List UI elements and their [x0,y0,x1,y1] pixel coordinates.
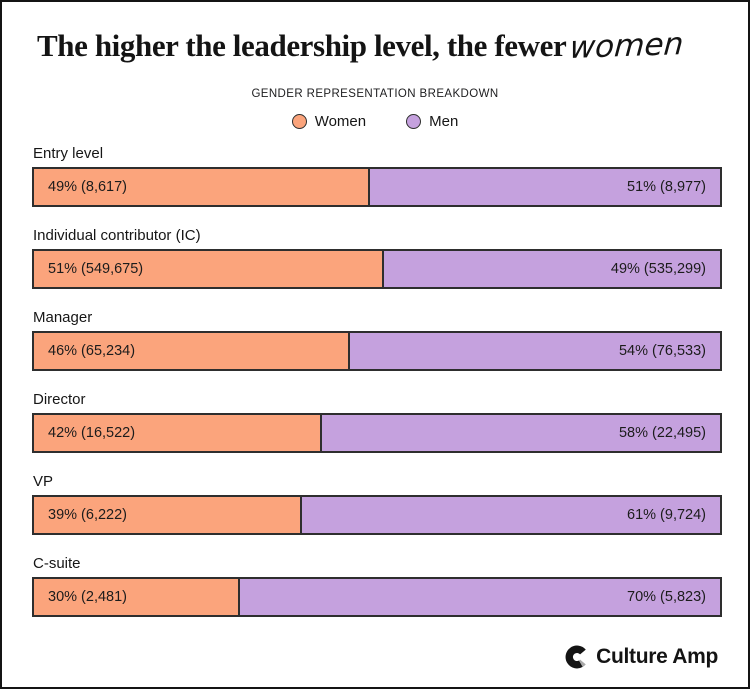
bar-segment-women: 46% (65,234) [34,333,350,369]
bar-segment-men: 61% (9,724) [301,497,720,533]
bar-value-label-men: 54% (76,533) [618,343,706,359]
row-category-label: Individual contributor (IC) [33,227,201,244]
women-swatch-icon [291,114,307,129]
legend-label-men: Men [429,113,459,130]
bar-segment-women: 42% (16,522) [34,415,323,451]
bar-segment-women: 39% (6,222) [34,497,302,533]
bar-value-label-women: 30% (2,481) [48,589,127,605]
stacked-bar: 42% (16,522) 58% (22,495) [32,413,722,453]
chart-title-main: The higher the leadership level, the few… [37,28,567,63]
stacked-bar: 51% (549,675) 49% (535,299) [32,249,722,289]
chart-row: VP 39% (6,222) 61% (9,724) [32,473,722,535]
bar-value-label-men: 58% (22,495) [618,425,706,441]
bar-value-label-women: 49% (8,617) [48,179,127,195]
bar-value-label-women: 51% (549,675) [48,261,144,277]
bar-value-label-men: 70% (5,823) [627,589,706,605]
stacked-bar: 46% (65,234) 54% (76,533) [32,331,722,371]
chart-row: Manager 46% (65,234) 54% (76,533) [32,309,722,371]
chart-rows: Entry level 49% (8,617) 51% (8,977) Individ… [32,145,722,617]
chart-row: Individual contributor (IC) 51% (549,675)… [32,227,722,289]
men-swatch-icon [406,114,422,129]
bar-value-label-men: 61% (9,724) [627,507,706,523]
stacked-bar: 49% (8,617) 51% (8,977) [32,167,722,207]
brand-name: Culture Amp [596,645,718,668]
legend-item-men: Men [406,113,458,130]
culture-amp-logo-icon [565,645,589,669]
bar-segment-men: 54% (76,533) [349,333,720,369]
chart-title: The higher the leadership level, the few… [37,26,718,66]
bar-value-label-women: 46% (65,234) [48,343,136,359]
chart-row: C-suite 30% (2,481) 70% (5,823) [32,555,722,617]
chart-subtitle: GENDER REPRESENTATION BREAKDOWN [251,88,499,100]
bar-value-label-women: 42% (16,522) [48,425,136,441]
bar-value-label-women: 39% (6,222) [48,507,127,523]
bar-segment-men: 70% (5,823) [239,579,720,615]
bar-value-label-men: 51% (8,977) [627,179,706,195]
chart-row: Entry level 49% (8,617) 51% (8,977) [32,145,722,207]
bar-segment-women: 30% (2,481) [34,579,240,615]
footer: Culture Amp [565,645,718,669]
bar-segment-men: 49% (535,299) [383,251,720,287]
bar-segment-women: 51% (549,675) [34,251,384,287]
row-category-label: VP [33,473,54,490]
legend-label-women: Women [314,113,367,130]
legend: Women Men [32,113,718,130]
legend-item-women: Women [291,113,367,130]
row-category-label: Director [33,391,86,408]
stacked-bar: 30% (2,481) 70% (5,823) [32,577,722,617]
row-category-label: Entry level [33,145,104,162]
stacked-bar: 39% (6,222) 61% (9,724) [32,495,722,535]
bar-segment-men: 58% (22,495) [322,415,720,451]
row-category-label: Manager [33,309,93,326]
bar-segment-men: 51% (8,977) [370,169,720,205]
chart-row: Director 42% (16,522) 58% (22,495) [32,391,722,453]
row-category-label: C-suite [33,555,81,572]
bar-segment-women: 49% (8,617) [34,169,371,205]
bar-value-label-men: 49% (535,299) [610,261,706,277]
chart-title-script-word: women [568,26,686,66]
